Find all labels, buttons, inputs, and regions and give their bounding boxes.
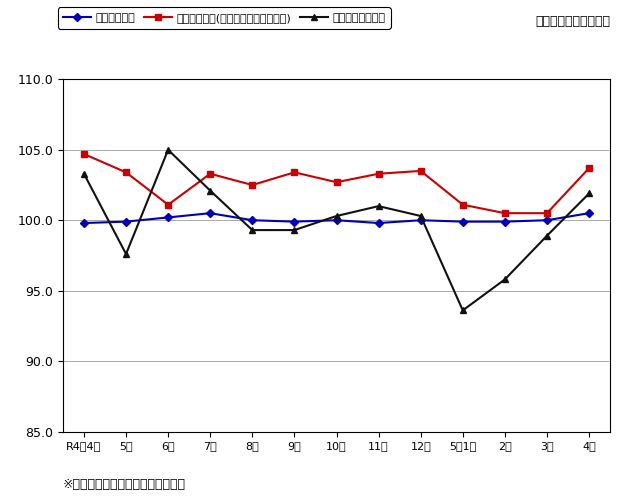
名目賃金指数(きまって支給する給与): [417, 168, 425, 174]
Legend: 常用雇用指数, 名目賃金指数(きまって支給する給与), 総実労働時間指数: 常用雇用指数, 名目賃金指数(きまって支給する給与), 総実労働時間指数: [57, 7, 391, 29]
常用雇用指数: [206, 210, 214, 216]
総実労働時間指数: [80, 171, 87, 177]
総実労働時間指数: [375, 203, 382, 209]
名目賃金指数(きまって支給する給与): [291, 169, 298, 175]
名目賃金指数(きまって支給する給与): [586, 165, 593, 171]
名目賃金指数(きまって支給する給与): [248, 182, 256, 188]
Text: ※事業所規模５人以上：調査産業計: ※事業所規模５人以上：調査産業計: [63, 478, 186, 491]
総実労働時間指数: [248, 227, 256, 233]
名目賃金指数(きまって支給する給与): [206, 171, 214, 177]
名目賃金指数(きまって支給する給与): [459, 202, 467, 208]
Text: （令和２年＝１００）: （令和２年＝１００）: [535, 15, 610, 28]
常用雇用指数: [248, 217, 256, 223]
常用雇用指数: [459, 219, 467, 225]
名目賃金指数(きまって支給する給与): [164, 202, 172, 208]
名目賃金指数(きまって支給する給与): [333, 179, 340, 185]
名目賃金指数(きまって支給する給与): [122, 169, 130, 175]
常用雇用指数: [586, 210, 593, 216]
常用雇用指数: [333, 217, 340, 223]
名目賃金指数(きまって支給する給与): [375, 171, 382, 177]
総実労働時間指数: [417, 213, 425, 219]
常用雇用指数: [543, 217, 551, 223]
総実労働時間指数: [164, 147, 172, 153]
常用雇用指数: [164, 214, 172, 220]
総実労働時間指数: [122, 251, 130, 257]
名目賃金指数(きまって支給する給与): [543, 210, 551, 216]
名目賃金指数(きまって支給する給与): [80, 151, 87, 157]
Line: 総実労働時間指数: 総実労働時間指数: [81, 146, 593, 314]
総実労働時間指数: [501, 276, 509, 282]
常用雇用指数: [291, 219, 298, 225]
総実労働時間指数: [543, 233, 551, 239]
常用雇用指数: [80, 220, 87, 226]
総実労働時間指数: [333, 213, 340, 219]
Line: 常用雇用指数: 常用雇用指数: [81, 210, 592, 226]
総実労働時間指数: [586, 190, 593, 196]
常用雇用指数: [501, 219, 509, 225]
常用雇用指数: [122, 219, 130, 225]
名目賃金指数(きまって支給する給与): [501, 210, 509, 216]
常用雇用指数: [375, 220, 382, 226]
総実労働時間指数: [459, 308, 467, 313]
総実労働時間指数: [291, 227, 298, 233]
Line: 名目賃金指数(きまって支給する給与): 名目賃金指数(きまって支給する給与): [81, 151, 592, 216]
総実労働時間指数: [206, 187, 214, 193]
常用雇用指数: [417, 217, 425, 223]
